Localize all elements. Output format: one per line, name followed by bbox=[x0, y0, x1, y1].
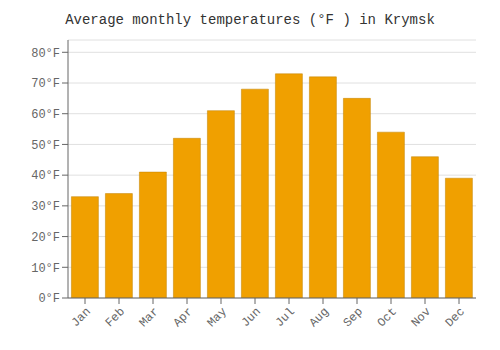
svg-text:50°F: 50°F bbox=[31, 139, 60, 153]
svg-text:70°F: 70°F bbox=[31, 77, 60, 91]
svg-text:Nov: Nov bbox=[409, 305, 434, 330]
svg-text:Jun: Jun bbox=[239, 305, 264, 330]
svg-text:60°F: 60°F bbox=[31, 108, 60, 122]
svg-text:10°F: 10°F bbox=[31, 262, 60, 276]
svg-text:Oct: Oct bbox=[375, 305, 400, 330]
svg-text:Apr: Apr bbox=[171, 305, 196, 330]
svg-text:Jan: Jan bbox=[69, 305, 94, 330]
svg-text:40°F: 40°F bbox=[31, 169, 60, 183]
svg-text:May: May bbox=[205, 305, 230, 330]
svg-text:0°F: 0°F bbox=[38, 292, 60, 306]
svg-text:Aug: Aug bbox=[307, 305, 332, 330]
html-text:Average monthly temperatures (: Average monthly temperatures (°F ) in Kr… bbox=[65, 12, 435, 28]
svg-text:Dec: Dec bbox=[443, 305, 468, 330]
svg-text:Sep: Sep bbox=[341, 305, 366, 330]
svg-text:Jul: Jul bbox=[273, 305, 298, 330]
svg-text:30°F: 30°F bbox=[31, 200, 60, 214]
svg-text:80°F: 80°F bbox=[31, 47, 60, 61]
svg-text:Mar: Mar bbox=[137, 305, 162, 330]
svg-text:Feb: Feb bbox=[103, 305, 128, 330]
svg-text:20°F: 20°F bbox=[31, 231, 60, 245]
